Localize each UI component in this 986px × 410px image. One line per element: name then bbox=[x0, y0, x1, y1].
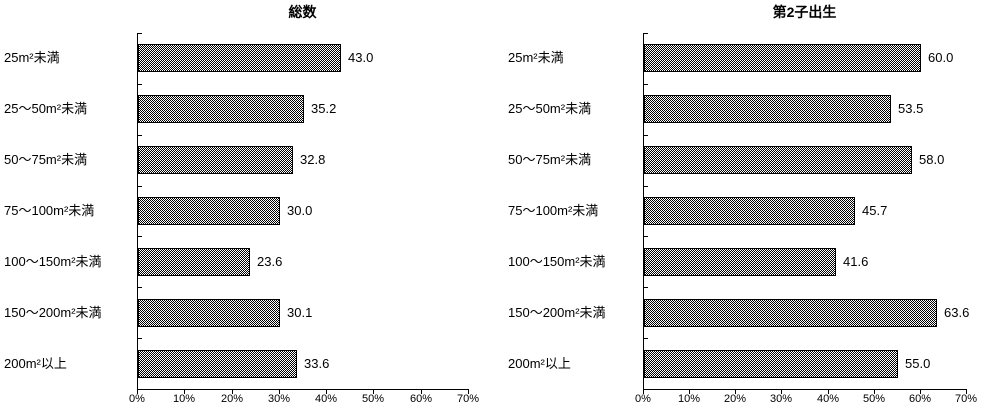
category-label: 100〜150m²未満 bbox=[508, 254, 606, 269]
x-axis-tick-label: 50% bbox=[361, 393, 385, 405]
category-label: 25m²未満 bbox=[4, 50, 60, 65]
value-label: 30.1 bbox=[287, 305, 313, 320]
y-axis-line bbox=[643, 33, 644, 390]
y-axis-tick bbox=[644, 389, 648, 390]
value-label: 43.0 bbox=[348, 50, 374, 65]
x-axis-tick-label: 30% bbox=[267, 393, 291, 405]
x-axis-tick-label: 50% bbox=[862, 393, 886, 405]
x-axis-tick-label: 70% bbox=[456, 393, 480, 405]
value-label: 23.6 bbox=[257, 254, 283, 269]
x-axis-tick bbox=[966, 390, 967, 394]
value-label: 32.8 bbox=[300, 152, 326, 167]
x-axis-tick bbox=[184, 390, 185, 394]
bar bbox=[644, 146, 912, 174]
category-label: 150〜200m²未満 bbox=[4, 305, 102, 320]
x-axis-line bbox=[643, 389, 967, 390]
x-axis-tick bbox=[643, 390, 644, 394]
chart-title-left: 総数 bbox=[288, 4, 317, 20]
category-label: 25〜50m²未満 bbox=[4, 101, 88, 116]
x-axis-tick bbox=[232, 390, 233, 394]
category-label: 50〜75m²未満 bbox=[4, 152, 88, 167]
y-axis-tick bbox=[644, 287, 648, 288]
y-axis-tick bbox=[644, 33, 648, 34]
x-axis-tick bbox=[279, 390, 280, 394]
x-axis-tick bbox=[689, 390, 690, 394]
value-label: 60.0 bbox=[928, 50, 954, 65]
value-label: 45.7 bbox=[862, 203, 888, 218]
value-label: 30.0 bbox=[287, 203, 313, 218]
y-axis-tick bbox=[644, 338, 648, 339]
y-axis-tick bbox=[138, 338, 142, 339]
y-axis-tick bbox=[138, 186, 142, 187]
category-label: 50〜75m²未満 bbox=[508, 152, 592, 167]
y-axis-tick bbox=[644, 236, 648, 237]
chart-title-right: 第2子出生 bbox=[772, 4, 837, 20]
x-axis-tick-label: 10% bbox=[172, 393, 196, 405]
y-axis-tick bbox=[138, 135, 142, 136]
x-axis-tick bbox=[781, 390, 782, 394]
bar bbox=[644, 299, 937, 327]
category-label: 25〜50m²未満 bbox=[508, 101, 592, 116]
x-axis-tick-label: 70% bbox=[954, 393, 978, 405]
y-axis-tick bbox=[138, 236, 142, 237]
x-axis-tick bbox=[874, 390, 875, 394]
category-label: 75〜100m²未満 bbox=[4, 203, 95, 218]
x-axis-tick-label: 0% bbox=[635, 393, 651, 405]
value-label: 63.6 bbox=[944, 305, 970, 320]
x-axis-tick-label: 60% bbox=[908, 393, 932, 405]
x-axis-tick-label: 20% bbox=[723, 393, 747, 405]
y-axis-tick bbox=[644, 135, 648, 136]
x-axis-tick-label: 10% bbox=[677, 393, 701, 405]
x-axis-tick bbox=[735, 390, 736, 394]
bar bbox=[138, 44, 341, 72]
x-axis-tick-label: 0% bbox=[129, 393, 145, 405]
x-axis-line bbox=[137, 389, 469, 390]
category-label: 150〜200m²未満 bbox=[508, 305, 606, 320]
bar bbox=[138, 95, 304, 123]
category-label: 200m²以上 bbox=[4, 356, 67, 371]
y-axis-tick bbox=[644, 186, 648, 187]
bar bbox=[138, 197, 280, 225]
bar bbox=[644, 350, 898, 378]
category-label: 75〜100m²未満 bbox=[508, 203, 599, 218]
y-axis-line bbox=[137, 33, 138, 390]
x-axis-tick-label: 20% bbox=[220, 393, 244, 405]
x-axis-tick bbox=[828, 390, 829, 394]
y-axis-tick bbox=[138, 389, 142, 390]
x-axis-tick-label: 40% bbox=[314, 393, 338, 405]
bar bbox=[138, 350, 297, 378]
bar bbox=[138, 299, 280, 327]
y-axis-tick bbox=[138, 33, 142, 34]
x-axis-tick bbox=[373, 390, 374, 394]
x-axis-tick-label: 40% bbox=[816, 393, 840, 405]
category-label: 100〜150m²未満 bbox=[4, 254, 102, 269]
x-axis-tick bbox=[326, 390, 327, 394]
y-axis-tick bbox=[644, 84, 648, 85]
x-axis-tick bbox=[920, 390, 921, 394]
value-label: 33.6 bbox=[304, 356, 330, 371]
value-label: 35.2 bbox=[311, 101, 337, 116]
value-label: 55.0 bbox=[905, 356, 931, 371]
y-axis-tick bbox=[138, 84, 142, 85]
x-axis-tick bbox=[468, 390, 469, 394]
x-axis-tick-label: 30% bbox=[769, 393, 793, 405]
bar bbox=[138, 146, 293, 174]
x-axis-tick-label: 60% bbox=[409, 393, 433, 405]
y-axis-tick bbox=[138, 287, 142, 288]
bar bbox=[138, 248, 250, 276]
bar bbox=[644, 197, 855, 225]
value-label: 53.5 bbox=[898, 101, 924, 116]
bar bbox=[644, 95, 891, 123]
value-label: 58.0 bbox=[919, 152, 945, 167]
value-label: 41.6 bbox=[843, 254, 869, 269]
bar bbox=[644, 44, 921, 72]
category-label: 25m²未満 bbox=[508, 50, 564, 65]
x-axis-tick bbox=[137, 390, 138, 394]
bar bbox=[644, 248, 836, 276]
category-label: 200m²以上 bbox=[508, 356, 571, 371]
x-axis-tick bbox=[421, 390, 422, 394]
